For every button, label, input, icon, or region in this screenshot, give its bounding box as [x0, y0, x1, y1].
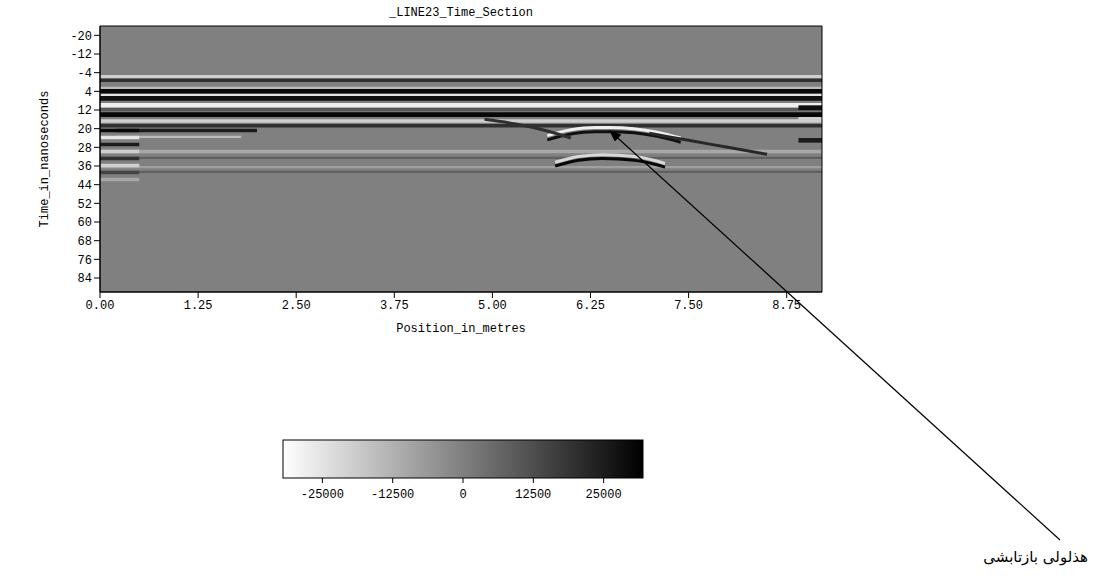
svg-text:6.25: 6.25 — [576, 299, 605, 313]
svg-text:-12: -12 — [70, 48, 92, 62]
svg-text:-4: -4 — [78, 67, 92, 81]
svg-text:52: 52 — [78, 198, 92, 212]
svg-text:3.75: 3.75 — [380, 299, 409, 313]
svg-text:Time_in_nanoseconds: Time_in_nanoseconds — [38, 91, 52, 228]
svg-text:Position_in_metres: Position_in_metres — [396, 322, 526, 336]
html-text:هذلولی بازتابشی: هذلولی بازتابشی — [983, 548, 1088, 566]
svg-text:68: 68 — [78, 235, 92, 249]
svg-text:44: 44 — [78, 179, 92, 193]
svg-text:5.00: 5.00 — [478, 299, 507, 313]
svg-text:28: 28 — [78, 142, 92, 156]
svg-text:8.75: 8.75 — [772, 299, 801, 313]
svg-text:-20: -20 — [70, 30, 92, 44]
svg-text:2.50: 2.50 — [282, 299, 311, 313]
svg-text:7.50: 7.50 — [674, 299, 703, 313]
svg-text:60: 60 — [78, 216, 92, 230]
svg-text:1.25: 1.25 — [184, 299, 213, 313]
svg-text:20: 20 — [78, 123, 92, 137]
svg-text:0: 0 — [459, 488, 466, 502]
svg-text:4: 4 — [85, 86, 92, 100]
svg-text:12: 12 — [78, 104, 92, 118]
svg-text:_LINE23_Time_Section: _LINE23_Time_Section — [388, 6, 533, 20]
svg-text:-25000: -25000 — [301, 488, 344, 502]
svg-text:0.00: 0.00 — [86, 299, 115, 313]
svg-text:25000: 25000 — [586, 488, 622, 502]
svg-text:36: 36 — [78, 160, 92, 174]
svg-text:76: 76 — [78, 254, 92, 268]
svg-text:-12500: -12500 — [371, 488, 414, 502]
svg-text:12500: 12500 — [515, 488, 551, 502]
svg-text:84: 84 — [78, 272, 92, 286]
